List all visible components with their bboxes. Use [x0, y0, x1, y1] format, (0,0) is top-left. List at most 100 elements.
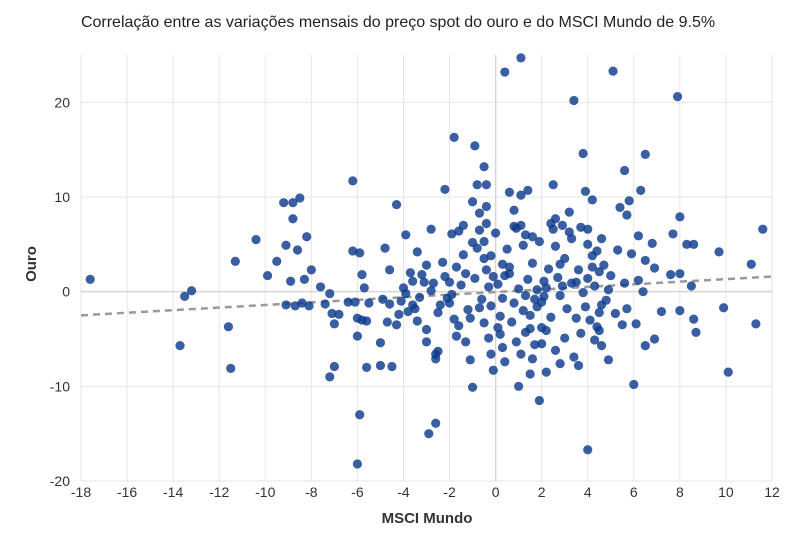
- data-point: [456, 280, 466, 290]
- data-point: [562, 304, 572, 314]
- data-point: [465, 313, 475, 323]
- data-point: [583, 239, 593, 249]
- data-point: [295, 193, 305, 203]
- x-tick-label: 4: [584, 484, 592, 500]
- data-point: [481, 180, 491, 190]
- data-point: [649, 334, 660, 344]
- data-point: [491, 228, 501, 238]
- data-point: [507, 317, 517, 327]
- data-point: [590, 281, 600, 291]
- data-point: [546, 218, 556, 229]
- data-point: [315, 282, 326, 292]
- data-point: [520, 290, 531, 301]
- data-point: [525, 323, 535, 334]
- data-point: [640, 341, 650, 351]
- data-point: [636, 185, 646, 195]
- data-point: [555, 359, 565, 369]
- data-point: [497, 259, 508, 269]
- trendline-layer: [80, 275, 773, 317]
- data-point: [440, 271, 450, 282]
- data-point: [352, 459, 362, 469]
- data-point: [357, 270, 367, 280]
- data-point: [509, 205, 519, 215]
- x-tick-label: -16: [117, 484, 137, 500]
- data-point: [385, 265, 395, 275]
- data-point: [329, 319, 339, 329]
- data-point: [497, 293, 508, 303]
- data-point: [571, 277, 581, 287]
- x-tick-label: -8: [305, 484, 318, 500]
- data-point: [297, 298, 307, 308]
- data-point: [414, 292, 425, 302]
- data-point: [532, 285, 542, 295]
- data-point: [451, 262, 462, 272]
- data-point: [587, 195, 597, 205]
- data-point: [421, 337, 432, 347]
- data-point: [553, 272, 563, 283]
- data-point: [474, 303, 485, 313]
- data-point: [288, 214, 298, 224]
- data-point: [619, 165, 630, 176]
- data-point: [467, 382, 478, 392]
- data-point: [580, 186, 591, 196]
- data-point: [421, 260, 432, 270]
- data-point: [447, 289, 457, 300]
- data-point: [573, 360, 584, 371]
- data-point: [523, 185, 533, 195]
- data-point: [640, 149, 650, 159]
- data-point: [587, 262, 597, 272]
- data-point: [470, 273, 480, 284]
- data-point: [714, 247, 724, 257]
- y-axis-title: Ouro: [23, 246, 40, 282]
- data-point: [304, 301, 314, 311]
- data-point: [481, 218, 491, 229]
- data-point: [465, 355, 475, 365]
- data-point: [583, 445, 593, 455]
- y-tick-label: 0: [62, 284, 70, 300]
- data-point: [479, 253, 489, 264]
- data-point: [461, 337, 471, 347]
- data-point: [359, 283, 369, 293]
- data-point: [343, 297, 353, 307]
- data-point: [527, 354, 538, 364]
- data-point: [488, 365, 498, 375]
- data-point: [223, 322, 234, 332]
- data-point: [746, 259, 756, 269]
- data-point: [509, 221, 519, 231]
- data-point: [675, 269, 685, 279]
- data-point: [583, 273, 593, 284]
- chart-title: Correlação entre as variações mensais do…: [81, 14, 715, 31]
- data-point: [362, 362, 372, 372]
- data-point: [281, 300, 291, 310]
- x-tick-label: -2: [443, 484, 456, 500]
- data-point: [412, 316, 422, 326]
- data-point: [569, 95, 579, 106]
- data-point: [541, 367, 551, 377]
- data-point: [435, 300, 445, 310]
- data-point: [751, 319, 761, 329]
- y-tick-labels: -20 -10 0 10 20: [50, 94, 70, 489]
- data-point: [444, 298, 455, 308]
- data-point: [292, 245, 303, 255]
- data-point: [719, 303, 729, 313]
- data-point: [433, 346, 443, 356]
- data-point: [484, 282, 494, 292]
- data-point: [403, 306, 413, 317]
- data-point: [449, 132, 459, 142]
- data-point: [622, 304, 632, 314]
- data-point: [375, 360, 386, 371]
- data-point: [649, 263, 660, 273]
- data-point: [348, 246, 358, 256]
- data-point: [560, 333, 570, 343]
- data-point: [514, 284, 524, 294]
- data-point: [306, 265, 316, 275]
- data-point: [520, 230, 531, 240]
- data-point: [175, 341, 185, 351]
- data-point: [398, 283, 409, 293]
- data-point: [288, 198, 298, 208]
- data-point: [638, 287, 648, 297]
- data-point: [534, 395, 544, 406]
- data-point: [675, 212, 685, 222]
- x-tick-label: -10: [255, 484, 275, 500]
- data-point: [279, 198, 289, 208]
